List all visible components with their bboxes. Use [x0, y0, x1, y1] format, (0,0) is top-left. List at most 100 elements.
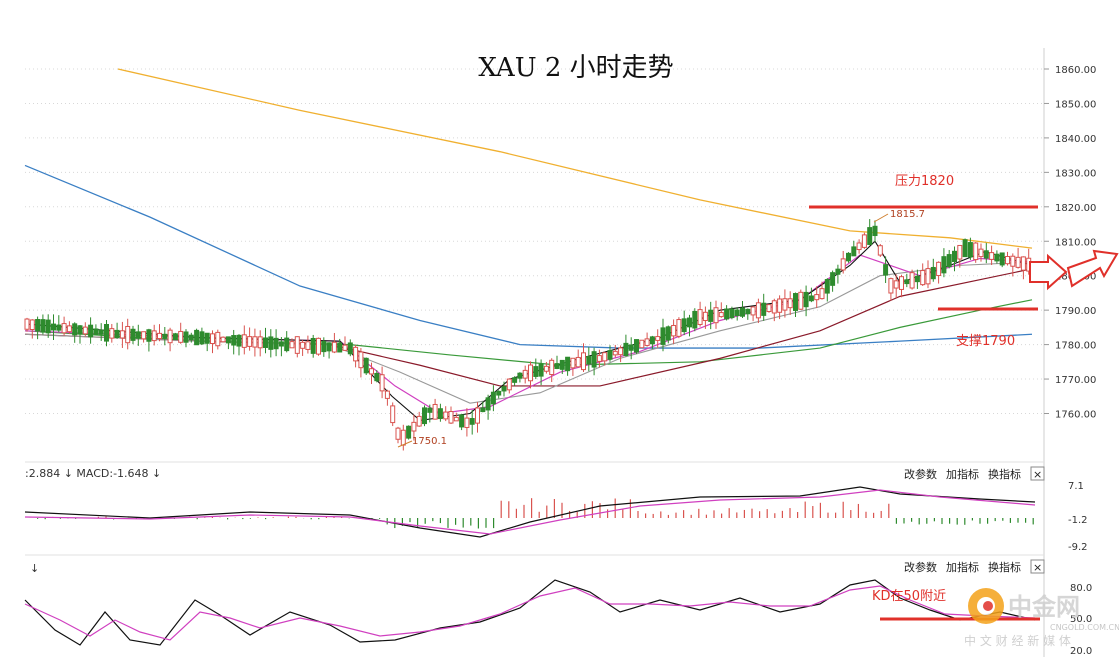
candle-body	[268, 336, 274, 350]
chart-title: XAU 2 小时走势	[478, 53, 673, 83]
candle-body	[475, 407, 480, 424]
candle-body	[533, 366, 539, 377]
candle-body	[581, 352, 586, 371]
macd-close-button[interactable]	[1030, 466, 1045, 481]
candle-body	[422, 407, 427, 425]
candle-body	[109, 328, 115, 339]
macd-params-button[interactable]: 改参数	[904, 467, 937, 481]
candle-body	[814, 294, 820, 301]
candle-body	[432, 403, 438, 420]
candle-body	[353, 346, 359, 362]
candle-body	[310, 337, 316, 354]
candle-body	[178, 330, 184, 343]
candle-body	[634, 339, 639, 353]
candle-body	[104, 323, 109, 342]
candle-body	[665, 326, 671, 341]
candle-body	[236, 334, 242, 347]
macd-tick-top: 7.1	[1068, 481, 1084, 492]
kd-add-indicator-button[interactable]: 加指标	[946, 560, 979, 574]
candle-body	[114, 329, 120, 338]
candle-body	[40, 319, 46, 333]
arrow-right-icon	[1029, 253, 1068, 291]
candle-body	[135, 331, 141, 339]
candle-body	[77, 325, 83, 335]
candle-body	[962, 239, 968, 258]
candle-body	[416, 415, 422, 427]
candle-body	[448, 411, 454, 424]
arrow-up-right-icon	[1066, 249, 1119, 288]
macd-toolbar: 改参数 加指标 换指标 ×	[904, 466, 1045, 481]
candle-body	[549, 359, 555, 376]
candle-body	[220, 336, 226, 343]
candle-body	[29, 319, 35, 331]
candle-body	[188, 334, 194, 340]
kd-swap-indicator-button[interactable]: 换指标	[988, 560, 1021, 574]
candle-body	[252, 336, 258, 348]
macd-swap-indicator-button[interactable]: 换指标	[988, 467, 1021, 481]
candle-body	[782, 298, 788, 311]
candle-body	[469, 418, 475, 425]
candle-body	[374, 372, 380, 382]
candle-body	[210, 333, 215, 344]
candle-body	[1010, 255, 1016, 267]
candle-body	[612, 350, 618, 356]
candle-body	[263, 337, 268, 348]
candle-body	[565, 356, 571, 372]
candle-body	[119, 330, 125, 339]
kd-tick-mid: 50.0	[1070, 614, 1092, 625]
candle-body	[56, 324, 62, 331]
candle-body	[88, 324, 94, 338]
candle-body	[294, 336, 300, 354]
candle-body	[793, 293, 798, 311]
low-marker	[397, 440, 413, 448]
candle-body	[851, 246, 857, 257]
candle-body	[596, 355, 602, 362]
candle-body	[803, 291, 809, 308]
candle-body	[607, 350, 613, 360]
candle-body	[538, 363, 544, 377]
macd-lines	[24, 486, 1036, 538]
candles	[24, 219, 1032, 451]
kd-params-button[interactable]: 改参数	[904, 560, 937, 574]
y-tick-label: 1760.00	[1055, 410, 1096, 421]
candle-body	[649, 336, 655, 345]
price-grid	[25, 68, 1044, 414]
candle-body	[639, 339, 645, 349]
candle-body	[358, 351, 364, 369]
candle-body	[575, 356, 581, 368]
kd-close-icon: ×	[1033, 561, 1042, 574]
macd-add-indicator-button[interactable]: 加指标	[946, 467, 979, 481]
candle-body	[379, 374, 385, 392]
ma-blue-line	[24, 164, 1033, 349]
candle-body	[718, 312, 724, 318]
candle-body	[93, 328, 99, 335]
candle-body	[930, 266, 936, 280]
candle-body	[628, 344, 634, 351]
candle-body	[82, 326, 88, 335]
candle-body	[771, 300, 777, 314]
candle-body	[602, 352, 608, 362]
candle-body	[745, 308, 751, 315]
candle-body	[983, 250, 989, 259]
macd-close-icon: ×	[1033, 468, 1042, 481]
resistance-label: 压力1820	[895, 174, 954, 189]
candle-body	[183, 331, 189, 343]
candle-body	[331, 341, 337, 353]
kd-close-button[interactable]	[1030, 559, 1045, 574]
candle-body	[877, 245, 883, 256]
candle-body	[247, 336, 253, 347]
candle-body	[204, 332, 210, 344]
candle-body	[151, 330, 157, 342]
macd-dif-line	[24, 486, 1036, 538]
candle-body	[1005, 255, 1010, 265]
candle-body	[35, 319, 41, 332]
candle-body	[300, 341, 306, 349]
watermark: 中金网 CNGOLD.COM.CN 中 文 财 经 新 媒 体	[964, 588, 1119, 648]
candle-body	[543, 365, 549, 372]
candle-body	[623, 342, 629, 357]
candle-body	[347, 342, 353, 355]
candle-body	[278, 341, 284, 347]
candle-body	[655, 336, 661, 341]
candle-body	[687, 317, 692, 328]
candle-body	[326, 342, 332, 352]
